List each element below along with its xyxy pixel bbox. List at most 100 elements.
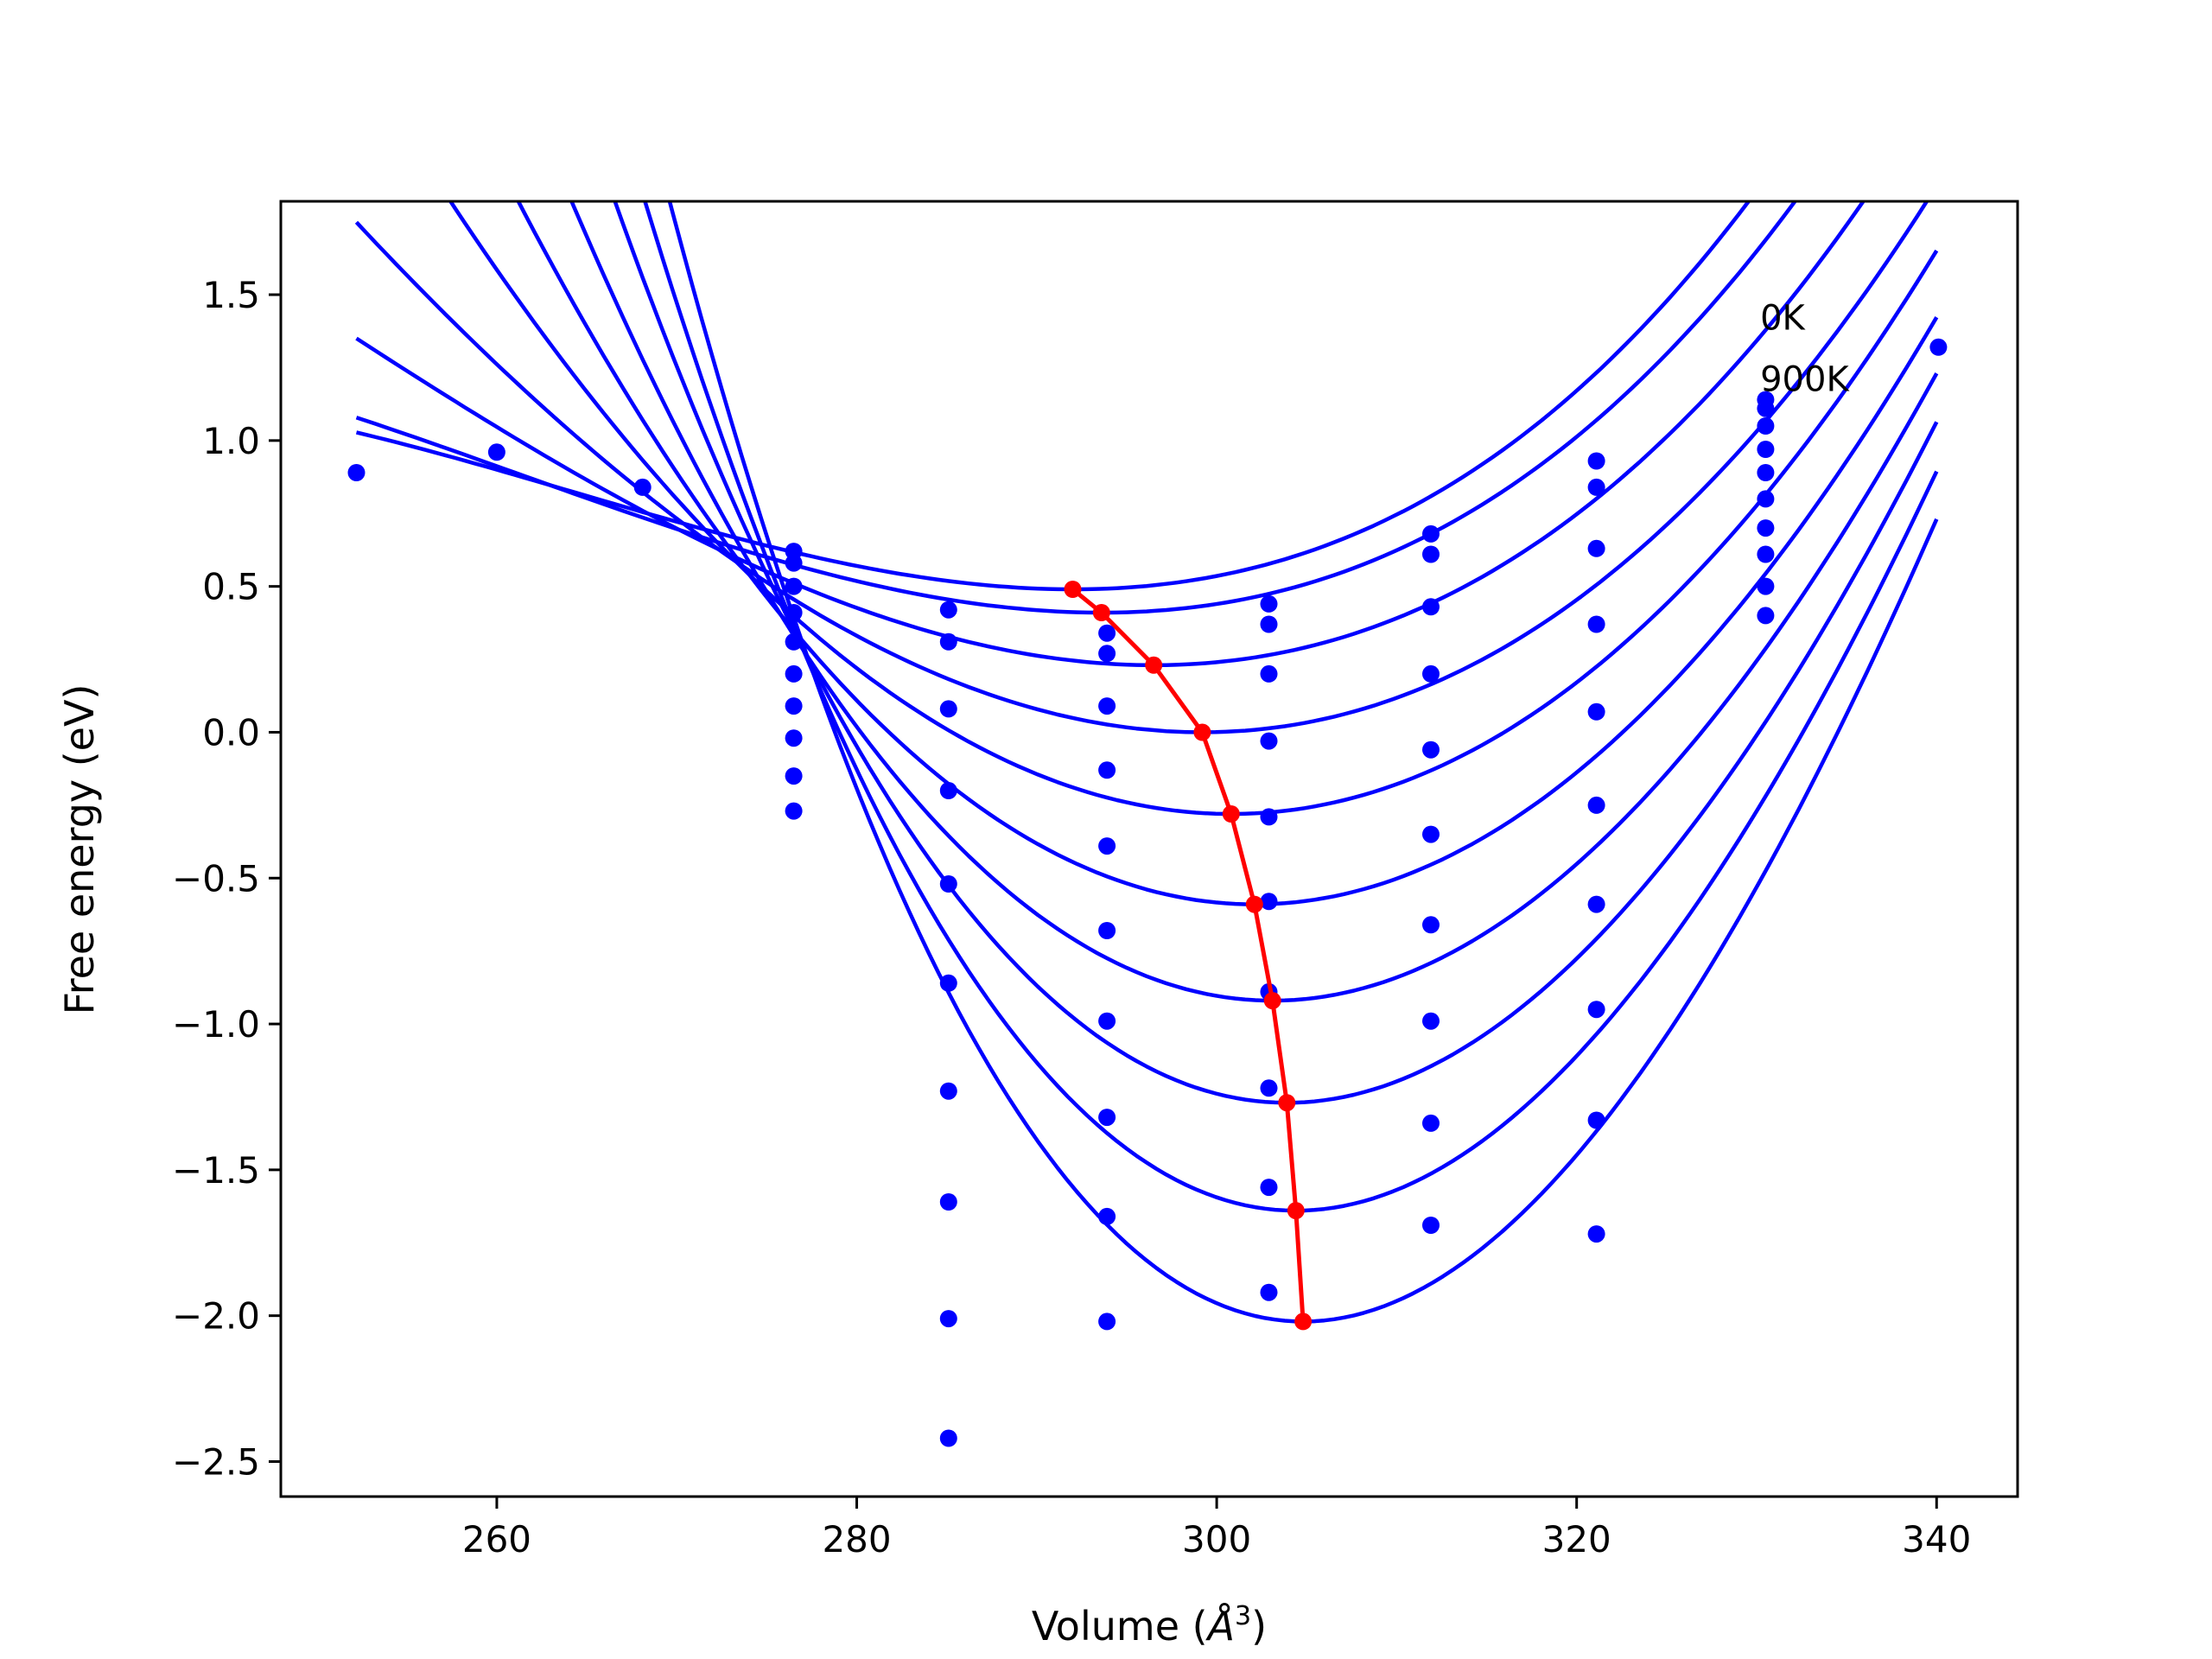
data-point-42	[1260, 1283, 1278, 1301]
data-point-73	[1929, 338, 1948, 356]
data-point-44	[1422, 545, 1440, 563]
data-point-16	[939, 782, 957, 799]
x-tick-label-4: 340	[1902, 1518, 1971, 1560]
x-tick-label-1: 280	[822, 1518, 891, 1560]
annotation-0: 0K	[1760, 299, 1806, 339]
equilibrium-point-3	[1193, 723, 1211, 741]
data-point-50	[1422, 1012, 1440, 1030]
data-point-14	[939, 632, 957, 651]
data-point-70	[1757, 545, 1775, 563]
fit-curve-4	[448, 201, 1939, 817]
equilibrium-line	[1071, 588, 1306, 1322]
fitted-curves	[354, 201, 1939, 1324]
fit-curve-5	[516, 201, 1939, 906]
fit-curve-8	[643, 201, 1939, 1213]
fit-curve-0	[355, 201, 1751, 592]
data-point-28	[1098, 922, 1116, 939]
data-point-37	[1260, 808, 1278, 826]
annotation-1: 900K	[1760, 359, 1850, 399]
fit-curve-1	[355, 201, 1798, 615]
data-point-1	[487, 443, 505, 461]
data-point-25	[1098, 697, 1116, 715]
x-axis-label-exponent: 3	[1235, 1601, 1251, 1631]
data-point-60	[1587, 1001, 1605, 1019]
data-point-64	[1757, 399, 1775, 417]
equilibrium-point-6	[1263, 992, 1281, 1010]
data-point-5	[785, 577, 803, 595]
data-point-66	[1757, 441, 1775, 458]
data-point-61	[1587, 1111, 1605, 1129]
data-point-34	[1260, 615, 1278, 633]
data-point-31	[1098, 1207, 1116, 1225]
equilibrium-series	[1064, 581, 1313, 1331]
equilibrium-point-0	[1064, 581, 1082, 598]
equilibrium-point-5	[1245, 895, 1263, 913]
data-point-19	[939, 1082, 957, 1100]
data-point-11	[785, 767, 803, 785]
x-axis-label-close: )	[1251, 1603, 1267, 1649]
data-point-54	[1587, 478, 1605, 496]
data-point-53	[1587, 452, 1605, 470]
y-tick-label-6: 0.5	[202, 566, 260, 608]
data-point-21	[939, 1310, 957, 1328]
x-axis-ticks: 260 280 300 320 340	[462, 1497, 1971, 1560]
equilibrium-point-8	[1287, 1202, 1305, 1220]
data-point-10	[785, 729, 803, 747]
data-point-35	[1260, 664, 1278, 683]
data-point-43	[1422, 524, 1440, 543]
data-point-36	[1260, 732, 1278, 750]
data-point-30	[1098, 1109, 1116, 1127]
equilibrium-point-9	[1294, 1313, 1313, 1331]
data-point-62	[1587, 1225, 1605, 1243]
x-axis-label: Volume (Å3)	[1032, 1601, 1267, 1649]
y-tick-label-2: −1.5	[172, 1149, 260, 1192]
data-point-8	[785, 664, 803, 683]
data-point-47	[1422, 741, 1440, 759]
data-point-57	[1587, 702, 1605, 721]
plot-frame	[279, 200, 2019, 1498]
data-point-12	[785, 802, 803, 820]
fit-curve-9	[667, 201, 1939, 1324]
annotations: 0K 900K	[1760, 299, 1850, 400]
data-point-13	[939, 601, 957, 619]
data-point-23	[1098, 624, 1116, 642]
y-tick-label-4: −0.5	[172, 857, 260, 899]
data-point-71	[1757, 577, 1775, 595]
y-tick-label-5: 0.0	[202, 711, 260, 753]
y-tick-label-3: −1.0	[172, 1003, 260, 1046]
data-point-59	[1587, 895, 1605, 913]
data-point-52	[1422, 1217, 1440, 1234]
y-tick-label-0: −2.5	[172, 1440, 260, 1483]
data-point-46	[1422, 664, 1440, 683]
data-point-55	[1587, 539, 1605, 557]
data-point-48	[1422, 825, 1440, 843]
data-point-18	[939, 974, 957, 992]
y-axis-label: Free energy (eV)	[56, 684, 103, 1015]
data-point-56	[1587, 615, 1605, 633]
x-tick-label-3: 320	[1542, 1518, 1611, 1560]
data-point-15	[939, 700, 957, 718]
data-point-7	[785, 632, 803, 651]
equilibrium-point-1	[1092, 604, 1110, 621]
data-point-29	[1098, 1012, 1116, 1030]
y-tick-label-8: 1.5	[202, 274, 260, 316]
data-point-49	[1422, 916, 1440, 934]
equilibrium-point-4	[1222, 805, 1240, 823]
data-point-6	[785, 604, 803, 621]
data-point-2	[633, 478, 652, 496]
fit-curve-6	[569, 201, 1939, 1003]
data-point-65	[1757, 417, 1775, 435]
data-point-9	[785, 697, 803, 715]
data-point-40	[1260, 1079, 1278, 1097]
data-point-20	[939, 1193, 957, 1211]
data-point-33	[1260, 594, 1278, 613]
fit-curve-7	[613, 201, 1939, 1105]
x-axis-label-text: Volume (	[1032, 1603, 1208, 1649]
fit-curve-3	[354, 201, 1929, 734]
data-point-0	[347, 464, 365, 481]
equilibrium-point-7	[1278, 1094, 1296, 1112]
y-tick-label-1: −2.0	[172, 1295, 260, 1338]
x-axis-label-unit-symbol: Å	[1205, 1603, 1235, 1649]
